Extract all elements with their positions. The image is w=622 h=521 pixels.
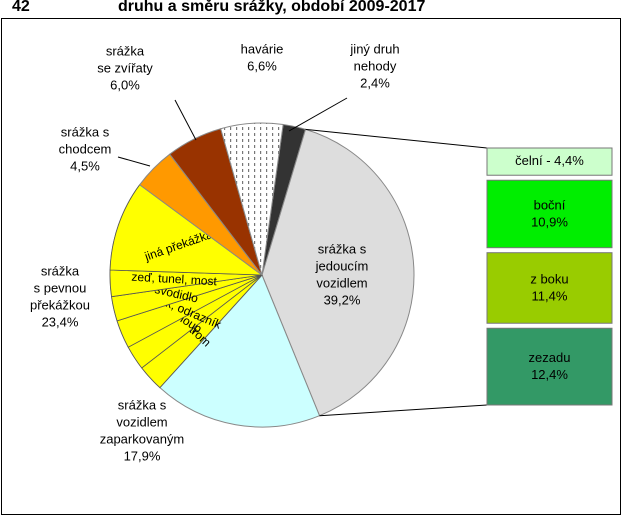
slice-label: vozidlem bbox=[116, 414, 167, 429]
slice-label: chodcem bbox=[59, 141, 112, 156]
slice-value-label: 4,5% bbox=[70, 158, 100, 173]
bar-segment bbox=[486, 179, 613, 249]
slice-value-label: 17,9% bbox=[124, 448, 161, 463]
bar-segment bbox=[486, 147, 613, 176]
slice-label: havárie bbox=[241, 41, 284, 56]
slice-label: se zvířaty bbox=[97, 60, 153, 75]
slice-value-label: 2,4% bbox=[360, 75, 390, 90]
leader-line bbox=[117, 156, 151, 167]
slice-label: zaparkovaným bbox=[100, 431, 185, 446]
bar-value-label: 11,4% bbox=[532, 288, 568, 303]
slice-label: překážkou bbox=[30, 297, 90, 312]
slice-value-label: 23,4% bbox=[42, 314, 79, 329]
slice-value-label: 39,2% bbox=[324, 292, 361, 307]
bar-label: čelní - 4,4% bbox=[515, 153, 584, 168]
pie-slice bbox=[159, 274, 321, 428]
slice-label: jedoucím bbox=[315, 258, 369, 273]
bar-label: zezadu bbox=[529, 350, 571, 365]
leader-line bbox=[288, 97, 348, 132]
chart-number: 42 bbox=[12, 0, 30, 15]
slice-value-label: 6,0% bbox=[110, 77, 140, 92]
slice-label: jiný druh bbox=[349, 41, 399, 56]
bar-segment bbox=[486, 252, 613, 324]
slice-label: srážka s bbox=[318, 241, 367, 256]
bar-value-label: 12,4% bbox=[531, 367, 568, 382]
connector-line bbox=[305, 128, 488, 149]
pie-slice bbox=[261, 128, 415, 417]
chart-title: druhu a směru srážky, období 2009-2017 bbox=[118, 0, 425, 15]
slice-value-label: 6,6% bbox=[247, 58, 277, 73]
leader-line bbox=[174, 99, 197, 141]
bar-label: boční bbox=[534, 197, 566, 212]
bar-label: z boku bbox=[530, 271, 568, 286]
pie-slice bbox=[220, 122, 284, 276]
slice-label: nehody bbox=[354, 58, 397, 73]
bar-segment bbox=[486, 327, 613, 406]
slice-label: vozidlem bbox=[316, 275, 367, 290]
bar-value-label: 10,9% bbox=[531, 214, 568, 229]
slice-label: srážka s bbox=[61, 124, 110, 139]
slice-label: s pevnou bbox=[34, 280, 87, 295]
slice-label: srážka s bbox=[118, 397, 167, 412]
slice-label: srážka bbox=[106, 43, 145, 58]
sub-slice-label: zeď, tunel, most bbox=[131, 270, 218, 289]
slice-label: srážka bbox=[41, 263, 80, 278]
connector-line bbox=[319, 404, 488, 417]
pie-sub-slice bbox=[109, 184, 264, 276]
